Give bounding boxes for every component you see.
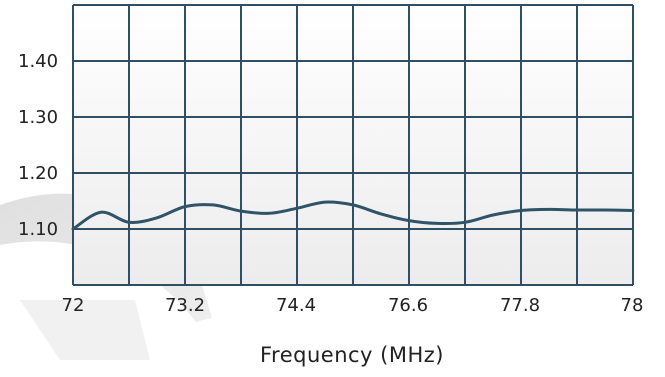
x-tick-label: 74.4 (276, 295, 316, 316)
grid (72, 4, 634, 286)
series-line (71, 200, 635, 231)
y-tick-label: 1.10 (18, 219, 58, 240)
y-tick-label: 1.40 (18, 51, 58, 72)
y-tick-label: 1.30 (18, 107, 58, 128)
x-tick-label: 77.8 (500, 295, 540, 316)
x-tick-label: 78 (621, 295, 644, 316)
y-tick-label: 1.20 (18, 163, 58, 184)
x-tick-label: 76.6 (388, 295, 428, 316)
background-swoosh-tail (20, 300, 150, 360)
series-layer (71, 200, 635, 231)
x-tick-label: 72 (62, 295, 85, 316)
x-tick-label: 73.2 (165, 295, 205, 316)
x-axis-label: Frequency (MHz) (260, 343, 444, 367)
background-swoosh (0, 193, 212, 322)
